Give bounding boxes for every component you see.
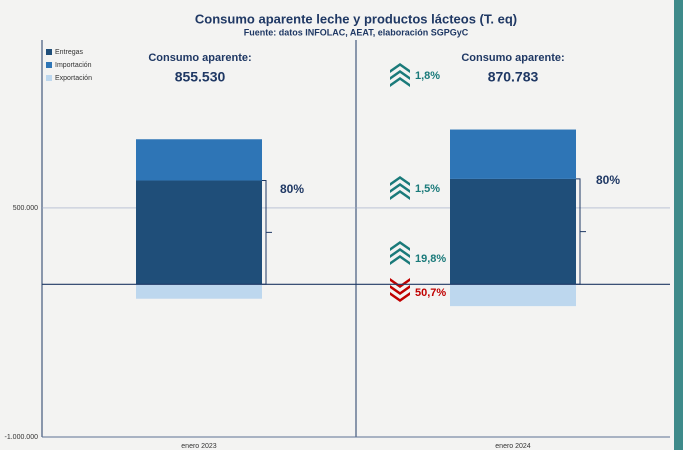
- legend-label: Exportación: [55, 75, 92, 82]
- legend-label: Importación: [55, 62, 92, 69]
- down-arrows: [390, 278, 410, 302]
- annotation: 1,5%: [415, 183, 440, 195]
- y-tick-label: 500.000: [13, 205, 38, 212]
- annotation: 80%: [596, 173, 620, 187]
- chart-subtitle: Fuente: datos INFOLAC, AEAT, elaboración…: [244, 27, 469, 37]
- annotation: 80%: [280, 182, 304, 196]
- annotation: Consumo aparente:: [461, 52, 564, 64]
- annotation: 870.783: [488, 69, 539, 85]
- annotation: Consumo aparente:: [148, 52, 251, 64]
- bar-segment: [136, 180, 262, 285]
- x-tick-label: enero 2024: [495, 443, 531, 450]
- bar-segment: [450, 284, 576, 307]
- x-tick-label: enero 2023: [181, 443, 217, 450]
- chart-title: Consumo aparente leche y productos lácte…: [195, 11, 517, 26]
- legend-swatch: [46, 62, 52, 68]
- legend-label: Entregas: [55, 49, 84, 56]
- annotation: 1,8%: [415, 70, 440, 82]
- annotation: 855.530: [175, 69, 226, 85]
- side-stripe: [674, 0, 683, 450]
- bar-segment: [136, 139, 262, 181]
- bar-segment: [450, 178, 576, 285]
- bar-segment: [450, 129, 576, 179]
- up-arrows: [390, 63, 410, 265]
- y-tick-label: -1.000.000: [5, 434, 39, 441]
- legend-swatch: [46, 49, 52, 55]
- bar-segment: [136, 284, 262, 299]
- annotation: 50,7%: [415, 287, 446, 299]
- annotation: 19,8%: [415, 253, 446, 265]
- legend-swatch: [46, 75, 52, 81]
